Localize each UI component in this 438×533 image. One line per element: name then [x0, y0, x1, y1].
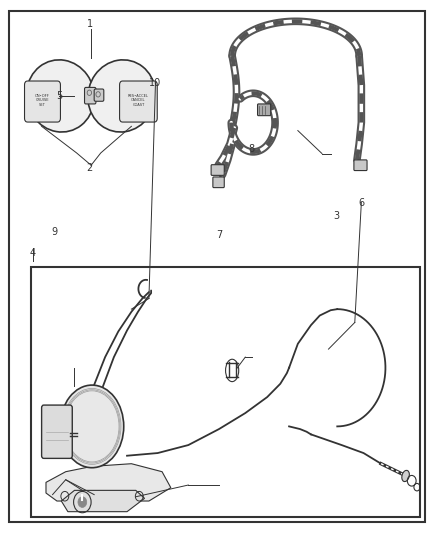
Text: 9: 9: [52, 227, 58, 237]
Text: 5: 5: [56, 91, 62, 101]
FancyBboxPatch shape: [354, 160, 367, 171]
Polygon shape: [61, 490, 145, 512]
FancyBboxPatch shape: [85, 87, 96, 104]
Text: 3: 3: [333, 211, 339, 221]
Ellipse shape: [226, 359, 239, 382]
Ellipse shape: [60, 385, 124, 468]
Ellipse shape: [88, 60, 155, 132]
FancyBboxPatch shape: [42, 405, 72, 458]
Bar: [31, 266, 420, 517]
Ellipse shape: [402, 470, 410, 482]
FancyBboxPatch shape: [25, 81, 60, 122]
Circle shape: [78, 497, 87, 507]
FancyBboxPatch shape: [213, 177, 224, 188]
FancyBboxPatch shape: [120, 81, 157, 122]
Text: ON•OFF
CRUISE
SET: ON•OFF CRUISE SET: [35, 94, 50, 107]
Text: 8: 8: [249, 144, 255, 154]
FancyBboxPatch shape: [258, 104, 271, 116]
FancyBboxPatch shape: [211, 165, 224, 175]
Text: 7: 7: [216, 230, 222, 239]
Text: 4: 4: [30, 248, 36, 258]
FancyBboxPatch shape: [94, 89, 104, 101]
Ellipse shape: [27, 60, 94, 132]
Text: 1: 1: [87, 19, 93, 29]
Text: 6: 6: [358, 198, 364, 207]
Polygon shape: [46, 464, 171, 501]
Text: RES•ACCEL
CANCEL
COAST: RES•ACCEL CANCEL COAST: [128, 94, 149, 107]
Text: 2: 2: [87, 163, 93, 173]
Text: 10: 10: [149, 78, 162, 87]
